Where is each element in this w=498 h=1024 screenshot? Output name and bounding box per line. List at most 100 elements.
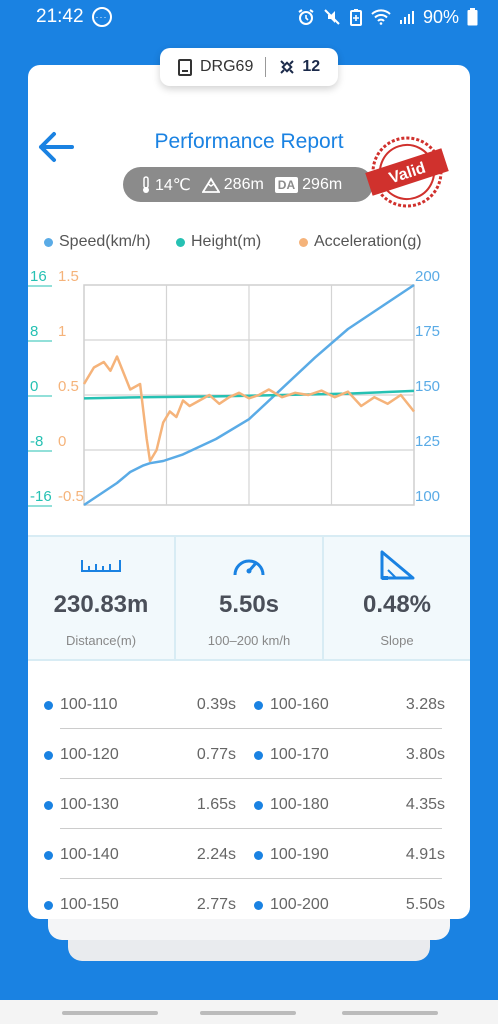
wifi-icon bbox=[371, 9, 391, 25]
stat-distance: 230.83m Distance(m) bbox=[28, 537, 176, 659]
device-chip[interactable]: DRG69 12 bbox=[160, 48, 338, 86]
mute-icon bbox=[324, 9, 340, 25]
interval-left-time: 2.77s bbox=[196, 896, 236, 913]
interval-dot bbox=[44, 750, 53, 760]
interval-row: 100-130 1.65s 100-180 4.35s bbox=[28, 780, 470, 830]
chart-lines bbox=[82, 283, 415, 507]
status-time: 21:42 bbox=[36, 6, 84, 27]
interval-left-range: 100-110 bbox=[44, 696, 118, 714]
legend-speed-label: Speed(km/h) bbox=[59, 233, 151, 250]
interval-dot bbox=[44, 700, 53, 710]
interval-right-time: 4.35s bbox=[405, 796, 445, 813]
nav-home-button[interactable] bbox=[200, 1011, 296, 1015]
interval-right-time: 3.28s bbox=[405, 696, 445, 713]
time-value: 5.50s bbox=[218, 591, 280, 618]
navigation-bar bbox=[0, 1000, 498, 1024]
altitude-value: 286m bbox=[223, 175, 264, 193]
interval-row: 100-120 0.77s 100-170 3.80s bbox=[28, 730, 470, 780]
interval-row: 100-110 0.39s 100-160 3.28s bbox=[28, 680, 470, 730]
interval-right-range-label: 100-200 bbox=[270, 896, 329, 913]
performance-chart: 16 8 0 -8 -16 1.5 1 0.5 0 -0.5 200 175 150 125 100 bbox=[28, 268, 440, 507]
time-label: 100–200 km/h bbox=[207, 633, 291, 648]
legend-speed[interactable]: Speed(km/h) bbox=[44, 233, 151, 251]
series-line-speed bbox=[83, 283, 415, 507]
height-tick-label: 16 bbox=[30, 268, 47, 285]
interval-left-range: 100-150 bbox=[44, 896, 119, 914]
legend-acceleration-dot bbox=[299, 237, 308, 247]
stat-slope: 0.48% Slope bbox=[324, 537, 470, 659]
interval-separator bbox=[60, 778, 442, 779]
legend-height[interactable]: Height(m) bbox=[176, 233, 261, 251]
satellite-count: 12 bbox=[302, 58, 321, 75]
acceleration-tick-label: 1 bbox=[58, 323, 66, 340]
interval-left-range-label: 100-110 bbox=[60, 696, 118, 713]
interval-left-range: 100-140 bbox=[44, 846, 119, 864]
chart-axes: 16 8 0 -8 -16 1.5 1 0.5 0 -0.5 200 175 150 125 100 bbox=[28, 268, 440, 507]
stats-panel: 230.83m Distance(m) 5.50s 100–200 km/h 0… bbox=[28, 535, 470, 661]
height-tick-label: 8 bbox=[30, 323, 38, 340]
interval-right-range-label: 100-160 bbox=[270, 696, 329, 713]
interval-right-range: 100-160 bbox=[254, 696, 329, 714]
interval-dot bbox=[254, 900, 263, 910]
legend-acceleration[interactable]: Acceleration(g) bbox=[299, 233, 422, 251]
ruler-icon bbox=[81, 560, 121, 572]
interval-left-time: 2.24s bbox=[196, 846, 236, 863]
interval-separator bbox=[60, 878, 442, 879]
status-bar: 21:42 ··· 90% bbox=[0, 0, 498, 34]
distance-label: Distance(m) bbox=[65, 633, 137, 648]
acceleration-tick-label: 0 bbox=[58, 433, 66, 450]
interval-right-range: 100-170 bbox=[254, 746, 329, 764]
interval-dot bbox=[254, 800, 263, 810]
interval-list: 100-110 0.39s 100-160 3.28s 100-120 0.77s 100-… bbox=[28, 680, 470, 930]
device-icon bbox=[178, 58, 192, 76]
interval-right-range-label: 100-180 bbox=[270, 796, 329, 813]
interval-right-range: 100-180 bbox=[254, 796, 329, 814]
speed-tick-label: 175 bbox=[415, 323, 440, 340]
slope-value: 0.48% bbox=[362, 591, 432, 618]
legend-acceleration-label: Acceleration(g) bbox=[314, 233, 422, 250]
interval-left-range: 100-130 bbox=[44, 796, 119, 814]
mountain-icon bbox=[201, 176, 220, 193]
slope-label: Slope bbox=[380, 633, 414, 648]
speed-tick-label: 100 bbox=[415, 488, 440, 505]
page-title: Performance Report bbox=[154, 130, 344, 153]
interval-separator bbox=[60, 828, 442, 829]
nav-recents-button[interactable] bbox=[62, 1011, 158, 1015]
nav-back-button[interactable] bbox=[342, 1011, 438, 1015]
interval-right-time: 5.50s bbox=[405, 896, 445, 913]
interval-dot bbox=[254, 750, 263, 760]
interval-left-range-label: 100-150 bbox=[60, 896, 119, 913]
environment-pill: 14℃ 286m DA 296m bbox=[123, 167, 373, 202]
series-line-height bbox=[83, 389, 415, 400]
interval-left-time: 0.77s bbox=[196, 746, 236, 763]
distance-value: 230.83m bbox=[53, 591, 149, 618]
height-tick-label: -16 bbox=[30, 488, 52, 505]
battery-saver-icon bbox=[349, 9, 362, 26]
interval-right-time: 3.80s bbox=[405, 746, 445, 763]
legend-speed-dot bbox=[44, 237, 53, 247]
back-arrow-icon[interactable] bbox=[36, 130, 74, 164]
alarm-icon bbox=[298, 9, 314, 25]
interval-right-range: 100-200 bbox=[254, 896, 329, 914]
interval-dot bbox=[44, 850, 53, 860]
satellite-icon bbox=[280, 60, 295, 74]
device-name: DRG69 bbox=[200, 58, 254, 75]
interval-left-time: 0.39s bbox=[196, 696, 236, 713]
slope-icon bbox=[380, 550, 415, 580]
status-icons: 90% bbox=[297, 7, 478, 28]
interval-right-range-label: 100-190 bbox=[270, 846, 329, 863]
series-line-acceleration bbox=[82, 355, 415, 463]
height-tick-label: 0 bbox=[30, 378, 38, 395]
speed-tick-label: 125 bbox=[415, 433, 440, 450]
interval-row: 100-140 2.24s 100-190 4.91s bbox=[28, 830, 470, 880]
legend-height-dot bbox=[176, 237, 185, 247]
interval-right-range-label: 100-170 bbox=[270, 746, 329, 763]
chat-notification-icon: ··· bbox=[91, 7, 112, 27]
interval-dot bbox=[44, 900, 53, 910]
signal-icon bbox=[399, 11, 414, 24]
interval-dot bbox=[44, 800, 53, 810]
interval-left-range-label: 100-120 bbox=[60, 746, 119, 763]
acceleration-tick-label: 0.5 bbox=[58, 378, 79, 395]
interval-left-range-label: 100-130 bbox=[60, 796, 119, 813]
temperature-value: 14℃ bbox=[155, 176, 191, 194]
